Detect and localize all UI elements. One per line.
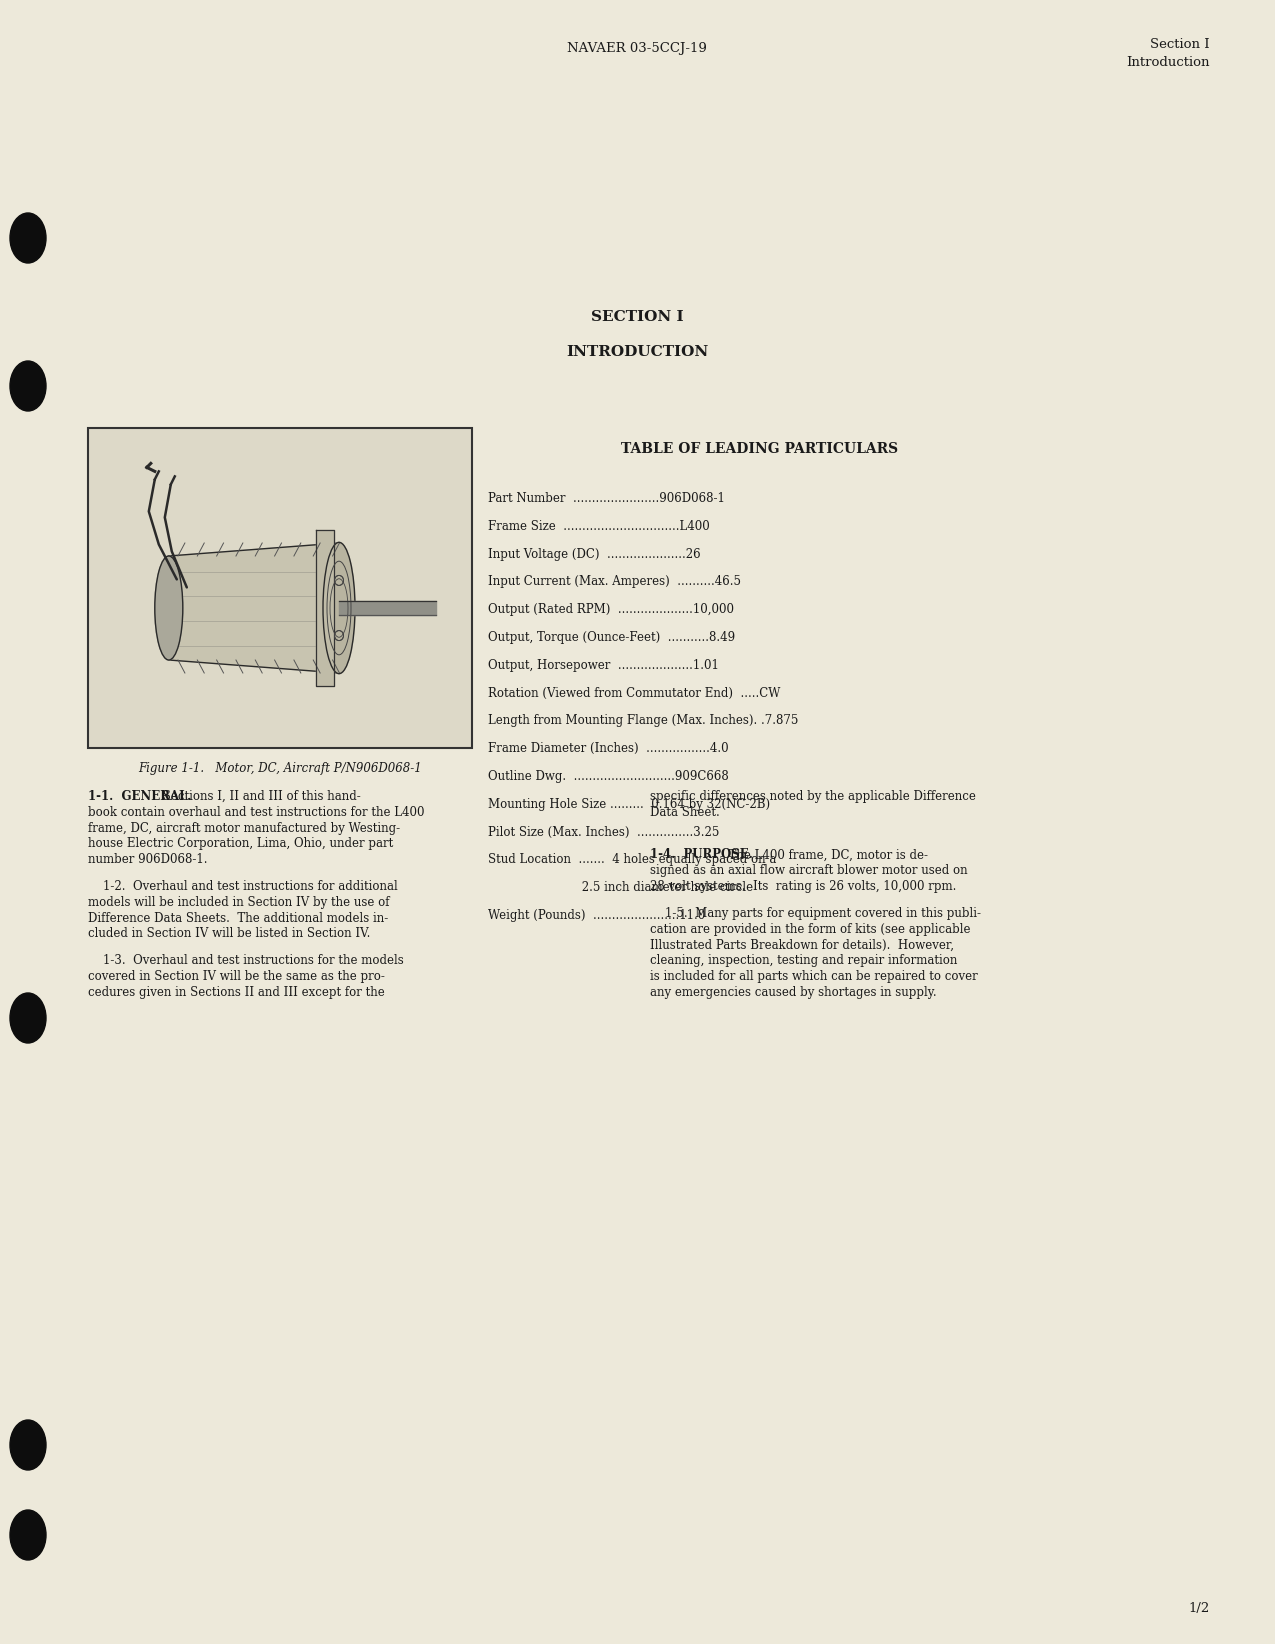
- Text: Length from Mounting Flange (Max. Inches). .7.875: Length from Mounting Flange (Max. Inches…: [488, 715, 798, 727]
- Text: cleaning, inspection, testing and repair information: cleaning, inspection, testing and repair…: [650, 954, 958, 967]
- Ellipse shape: [323, 543, 354, 674]
- Text: any emergencies caused by shortages in supply.: any emergencies caused by shortages in s…: [650, 986, 937, 1000]
- Ellipse shape: [10, 1509, 46, 1560]
- Ellipse shape: [10, 1420, 46, 1470]
- Text: Data Sheet.: Data Sheet.: [650, 806, 720, 819]
- Text: cation are provided in the form of kits (see applicable: cation are provided in the form of kits …: [650, 922, 970, 935]
- Text: frame, DC, aircraft motor manufactured by Westing-: frame, DC, aircraft motor manufactured b…: [88, 822, 400, 835]
- Text: Illustrated Parts Breakdown for details).  However,: Illustrated Parts Breakdown for details)…: [650, 939, 954, 952]
- Text: Figure 1-1.   Motor, DC, Aircraft P/N906D068-1: Figure 1-1. Motor, DC, Aircraft P/N906D0…: [138, 763, 422, 774]
- Text: Frame Size  ...............................L400: Frame Size .............................…: [488, 520, 710, 533]
- Text: TABLE OF LEADING PARTICULARS: TABLE OF LEADING PARTICULARS: [621, 442, 899, 455]
- Text: Outline Dwg.  ...........................909C668: Outline Dwg. ...........................…: [488, 769, 729, 783]
- Text: signed as an axial flow aircraft blower motor used on: signed as an axial flow aircraft blower …: [650, 865, 968, 878]
- Text: 1-4.  PURPOSE.: 1-4. PURPOSE.: [650, 848, 752, 861]
- Text: Section I: Section I: [1150, 38, 1210, 51]
- Text: covered in Section IV will be the same as the pro-: covered in Section IV will be the same a…: [88, 970, 385, 983]
- Text: NAVAER 03-5CCJ-19: NAVAER 03-5CCJ-19: [567, 43, 706, 54]
- Text: INTRODUCTION: INTRODUCTION: [566, 345, 708, 358]
- Text: is included for all parts which can be repaired to cover: is included for all parts which can be r…: [650, 970, 978, 983]
- Text: Frame Diameter (Inches)  .................4.0: Frame Diameter (Inches) ................…: [488, 741, 728, 755]
- Ellipse shape: [10, 362, 46, 411]
- Text: Sections I, II and III of this hand-: Sections I, II and III of this hand-: [158, 791, 361, 802]
- Ellipse shape: [10, 993, 46, 1042]
- Text: book contain overhaul and test instructions for the L400: book contain overhaul and test instructi…: [88, 806, 425, 819]
- Text: SECTION I: SECTION I: [590, 311, 683, 324]
- Ellipse shape: [10, 214, 46, 263]
- Text: Pilot Size (Max. Inches)  ...............3.25: Pilot Size (Max. Inches) ...............…: [488, 825, 719, 838]
- Text: Part Number  .......................906D068-1: Part Number .......................906D0…: [488, 492, 725, 505]
- Text: Output (Rated RPM)  ....................10,000: Output (Rated RPM) ....................1…: [488, 603, 734, 616]
- Text: Input Voltage (DC)  .....................26: Input Voltage (DC) .....................…: [488, 547, 701, 561]
- Text: cluded in Section IV will be listed in Section IV.: cluded in Section IV will be listed in S…: [88, 927, 370, 940]
- Text: Rotation (Viewed from Commutator End)  .....CW: Rotation (Viewed from Commutator End) ..…: [488, 687, 780, 700]
- Text: Stud Location  .......  4 holes equally spaced on a: Stud Location ....... 4 holes equally sp…: [488, 853, 776, 866]
- Text: cedures given in Sections II and III except for the: cedures given in Sections II and III exc…: [88, 986, 385, 1000]
- Text: Mounting Hole Size .........  0.164 by 32(NC-2B): Mounting Hole Size ......... 0.164 by 32…: [488, 797, 770, 810]
- Text: 2.5 inch diameter hole circle: 2.5 inch diameter hole circle: [488, 881, 754, 894]
- Text: 1/2: 1/2: [1188, 1601, 1210, 1614]
- Text: number 906D068-1.: number 906D068-1.: [88, 853, 208, 866]
- Text: 1-5.  Many parts for equipment covered in this publi-: 1-5. Many parts for equipment covered in…: [650, 907, 980, 921]
- Ellipse shape: [154, 556, 182, 659]
- Text: house Electric Corporation, Lima, Ohio, under part: house Electric Corporation, Lima, Ohio, …: [88, 837, 393, 850]
- Text: Difference Data Sheets.  The additional models in-: Difference Data Sheets. The additional m…: [88, 912, 389, 924]
- Text: specific differences noted by the applicable Difference: specific differences noted by the applic…: [650, 791, 975, 802]
- Text: The L400 frame, DC, motor is de-: The L400 frame, DC, motor is de-: [720, 848, 928, 861]
- Text: 1-2.  Overhaul and test instructions for additional: 1-2. Overhaul and test instructions for …: [88, 880, 398, 893]
- Text: 28 volt systems.  Its  rating is 26 volts, 10,000 rpm.: 28 volt systems. Its rating is 26 volts,…: [650, 880, 956, 893]
- Text: 1-3.  Overhaul and test instructions for the models: 1-3. Overhaul and test instructions for …: [88, 954, 404, 967]
- Text: Weight (Pounds)  .......................11.0: Weight (Pounds) .......................1…: [488, 909, 705, 922]
- Bar: [88, 427, 472, 748]
- Text: Introduction: Introduction: [1127, 56, 1210, 69]
- Polygon shape: [168, 543, 339, 672]
- Text: models will be included in Section IV by the use of: models will be included in Section IV by…: [88, 896, 389, 909]
- Text: 1-1.  GENERAL.: 1-1. GENERAL.: [88, 791, 191, 802]
- Text: Output, Horsepower  ....................1.01: Output, Horsepower ....................1…: [488, 659, 719, 672]
- Text: Output, Torque (Ounce-Feet)  ...........8.49: Output, Torque (Ounce-Feet) ...........8…: [488, 631, 736, 644]
- Text: Input Current (Max. Amperes)  ..........46.5: Input Current (Max. Amperes) ..........4…: [488, 575, 741, 589]
